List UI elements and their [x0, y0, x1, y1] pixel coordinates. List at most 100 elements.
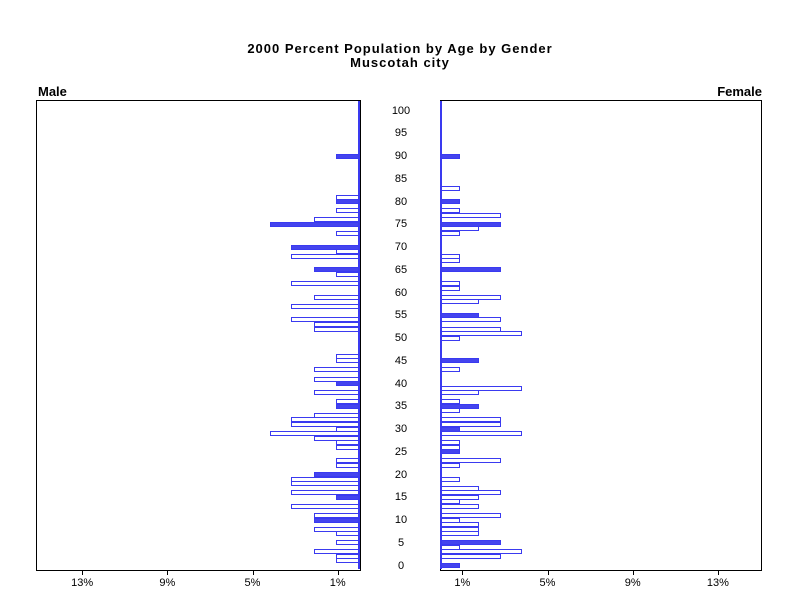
bar-male-age-46	[336, 353, 359, 359]
bar-female-age-83	[441, 185, 460, 191]
bar-female-age-26	[441, 444, 460, 450]
bar-female-age-45	[441, 358, 479, 364]
female-pct-tick-5	[547, 570, 549, 575]
bar-female-age-52	[441, 326, 501, 332]
bar-female-age-43	[441, 367, 460, 373]
age-tick-label-70: 70	[394, 241, 408, 254]
bar-female-age-15	[441, 494, 479, 500]
chart-subtitle: Muscotah city	[350, 55, 450, 70]
bar-male-age-38	[314, 390, 359, 396]
bar-male-age-28	[314, 435, 359, 441]
bar-female-age-58	[441, 299, 479, 305]
bar-male-age-18	[291, 481, 359, 487]
bar-male-age-43	[314, 367, 359, 373]
female-pct-tick-9	[632, 570, 634, 575]
age-tick-label-75: 75	[394, 218, 408, 231]
male-panel-label: Male	[38, 84, 67, 99]
male-pct-tick-label-9: 9%	[159, 577, 176, 589]
age-tick-label-0: 0	[397, 559, 405, 572]
bar-female-age-32	[441, 417, 501, 423]
bar-male-age-11	[314, 512, 359, 518]
bar-male-age-52	[314, 326, 359, 332]
female-panel-label: Female	[717, 84, 762, 99]
bar-female-age-80	[441, 199, 460, 205]
bar-male-age-45	[336, 358, 359, 364]
bar-female-age-19	[441, 476, 460, 482]
bar-male-age-13	[291, 503, 359, 509]
bar-male-age-69	[336, 249, 359, 255]
bar-female-age-54	[441, 317, 501, 323]
bar-female-age-10	[441, 517, 460, 523]
bar-female-age-34	[441, 408, 460, 414]
age-tick-label-30: 30	[394, 423, 408, 436]
bar-male-age-64	[336, 271, 359, 277]
bar-female-age-27	[441, 440, 460, 446]
bar-female-age-3	[441, 549, 522, 555]
bar-female-age-16	[441, 490, 501, 496]
bar-male-age-16	[291, 490, 359, 496]
bar-male-age-29	[270, 431, 359, 437]
age-tick-label-10: 10	[394, 514, 408, 527]
bar-female-age-17	[441, 485, 479, 491]
bar-female-age-7	[441, 531, 479, 537]
male-pct-tick-5	[252, 570, 254, 575]
bar-male-age-22	[336, 462, 359, 468]
bar-female-age-4	[441, 544, 460, 550]
bar-male-age-78	[336, 208, 359, 214]
bar-male-age-19	[291, 476, 359, 482]
bar-male-age-36	[336, 399, 359, 405]
chart-title: 2000 Percent Population by Age by Gender	[247, 41, 553, 56]
female-pct-tick-1	[462, 570, 464, 575]
bar-female-age-74	[441, 226, 479, 232]
bar-male-age-57	[291, 303, 359, 309]
bar-male-age-81	[336, 194, 359, 200]
bar-female-age-14	[441, 499, 460, 505]
female-pct-tick-13	[717, 570, 719, 575]
bar-female-age-51	[441, 331, 522, 337]
male-panel-box	[36, 100, 361, 571]
age-tick-label-40: 40	[394, 377, 408, 390]
bar-female-age-2	[441, 553, 501, 559]
age-tick-label-35: 35	[394, 400, 408, 413]
bar-female-age-29	[441, 431, 522, 437]
bar-male-age-2	[336, 553, 359, 559]
bar-male-age-27	[336, 440, 359, 446]
bar-male-age-5	[336, 540, 359, 546]
bar-female-age-39	[441, 385, 522, 391]
age-tick-label-100: 100	[391, 104, 411, 117]
male-pct-tick-label-1: 1%	[329, 577, 346, 589]
bar-male-age-26	[336, 444, 359, 450]
bar-female-age-5	[441, 540, 501, 546]
bar-male-age-35	[336, 403, 359, 409]
bar-female-age-36	[441, 399, 460, 405]
bar-male-age-1	[336, 558, 359, 564]
bar-female-age-13	[441, 503, 479, 509]
bar-female-age-77	[441, 212, 501, 218]
bar-male-age-10	[314, 517, 359, 523]
bar-female-age-38	[441, 390, 479, 396]
bar-female-age-90	[441, 153, 460, 159]
bar-male-age-73	[336, 230, 359, 236]
female-pct-tick-label-1: 1%	[454, 577, 471, 589]
age-tick-label-20: 20	[394, 468, 408, 481]
bar-female-age-73	[441, 230, 460, 236]
bar-male-age-8	[314, 526, 359, 532]
bar-male-age-75	[270, 221, 359, 227]
bar-female-age-50	[441, 335, 460, 341]
female-pct-tick-label-13: 13%	[706, 577, 729, 589]
bar-female-age-75	[441, 221, 501, 227]
bar-female-age-0	[441, 563, 460, 568]
bar-female-age-59	[441, 294, 501, 300]
male-pct-tick-1	[337, 570, 339, 575]
bar-male-age-80	[336, 199, 359, 205]
bar-male-age-76	[314, 217, 359, 223]
bar-female-age-23	[441, 458, 501, 464]
bar-male-age-62	[291, 281, 359, 287]
age-tick-label-45: 45	[394, 354, 408, 367]
age-tick-label-80: 80	[394, 195, 408, 208]
age-tick-label-60: 60	[394, 286, 408, 299]
bar-female-age-30	[441, 426, 460, 432]
bar-male-age-3	[314, 549, 359, 555]
male-pct-tick-13	[82, 570, 84, 575]
bar-male-age-15	[336, 494, 359, 500]
